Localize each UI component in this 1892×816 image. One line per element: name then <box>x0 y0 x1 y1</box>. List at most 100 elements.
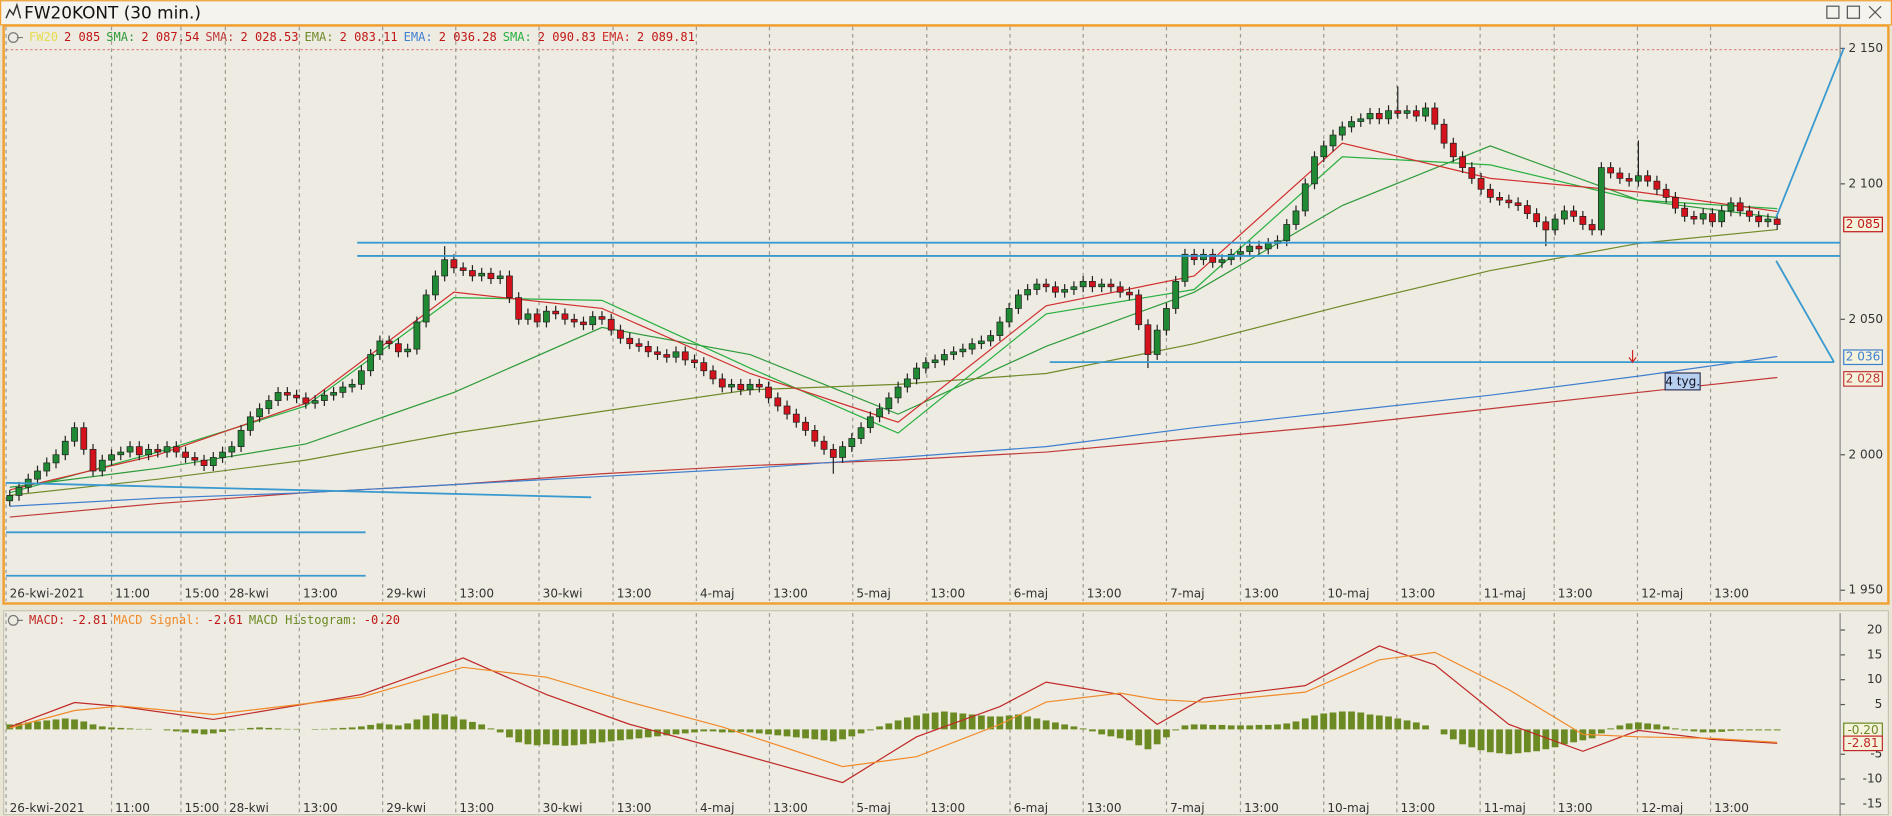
x-tick-label: 13:00 <box>459 586 494 600</box>
x-tick-label: 7-maj <box>1170 586 1204 600</box>
histogram-bar <box>839 729 846 740</box>
candle-body <box>385 340 393 345</box>
candle-body <box>1597 167 1605 231</box>
candle-body <box>765 386 772 399</box>
histogram-bar <box>1597 729 1605 734</box>
histogram-bar <box>1366 714 1374 730</box>
candle-body <box>1079 281 1087 288</box>
candle-body <box>1496 197 1503 201</box>
candle-body <box>1764 218 1772 223</box>
candle-body <box>1505 199 1513 204</box>
candle-body <box>1163 308 1170 331</box>
value-badge <box>1843 735 1883 752</box>
window-buttons[interactable] <box>1826 5 1882 19</box>
candle-body <box>839 446 846 458</box>
candle-body <box>1052 286 1059 293</box>
candle-body <box>728 383 735 388</box>
histogram-bar <box>1227 725 1235 730</box>
candle-body <box>1135 294 1143 326</box>
panel-icon <box>7 615 23 626</box>
minimize-button[interactable] <box>1826 5 1840 19</box>
candle-body <box>515 297 523 320</box>
legend-value: -2.81 <box>71 613 107 627</box>
x-tick-label: 13:00 <box>1714 586 1749 600</box>
candle-body <box>1551 218 1559 231</box>
histogram-bar <box>265 727 273 730</box>
candle-body <box>163 446 171 453</box>
value-badge-label: -2.81 <box>1847 736 1878 750</box>
close-button[interactable] <box>1868 5 1882 19</box>
candle-body <box>996 321 1004 336</box>
histogram-bar <box>950 712 957 730</box>
candle-body <box>172 446 180 453</box>
x-tick-label: 13:00 <box>1714 801 1749 815</box>
x-tick-label: 11:00 <box>115 586 150 600</box>
candle-body <box>182 451 189 458</box>
drawing-tools: 4 tyg. <box>6 48 1845 577</box>
candle-body <box>1209 253 1217 263</box>
candle-body <box>1005 308 1013 323</box>
histogram-bar <box>1163 729 1170 738</box>
candle-body <box>543 310 550 323</box>
histogram-bar <box>820 729 828 741</box>
window-title: FW20KONT (30 min.) <box>24 2 201 22</box>
histogram-bar <box>543 729 550 745</box>
candle-body <box>1672 197 1679 209</box>
indicator-line <box>9 651 1778 768</box>
histogram-bar <box>330 728 337 730</box>
restore-button[interactable] <box>1846 5 1861 19</box>
x-tick-label: 29-kwi <box>386 586 426 600</box>
histogram-bar <box>1736 729 1744 731</box>
candle-body <box>931 359 939 364</box>
candle-body <box>413 321 421 350</box>
x-tick-label: 15:00 <box>185 586 220 600</box>
candle-body <box>607 318 615 331</box>
value-badge <box>1843 349 1883 366</box>
candle-body <box>302 397 310 404</box>
histogram-bar <box>1764 729 1772 731</box>
y-tick-label: 2 000 <box>1849 447 1883 461</box>
legend-name: MACD Signal: <box>114 613 201 627</box>
candle-body <box>1449 142 1457 158</box>
histogram-bar <box>1746 729 1753 731</box>
histogram-bar <box>1274 724 1281 730</box>
candle-body <box>1514 202 1522 206</box>
trend-line <box>1775 260 1835 363</box>
x-tick-label: 13:00 <box>303 801 338 815</box>
x-tick-label: 15:00 <box>185 801 220 815</box>
candle-body <box>1746 210 1753 217</box>
candle-body <box>283 392 291 396</box>
x-tick-label: 11-maj <box>1484 586 1526 600</box>
candle-body <box>1523 205 1531 215</box>
histogram-bar <box>552 729 560 746</box>
histogram-bar <box>34 721 41 730</box>
candle-body <box>746 383 754 391</box>
candle-body <box>524 313 532 320</box>
x-tick-label: 5-maj <box>856 586 890 600</box>
histogram-bar <box>1172 729 1180 731</box>
histogram-bar <box>1015 714 1022 730</box>
candle-body <box>829 448 837 458</box>
histogram-bar <box>691 729 698 733</box>
y-tick-label: -15 <box>1863 796 1883 810</box>
candle-body <box>348 383 356 388</box>
x-tick-label: 13:00 <box>1087 801 1122 815</box>
histogram-bar <box>635 729 643 739</box>
candle-body <box>1625 178 1633 182</box>
candle-body <box>1264 243 1272 250</box>
candle-body <box>950 351 957 355</box>
candle-body <box>1459 156 1466 168</box>
histogram-bar <box>395 725 402 730</box>
candle-body <box>274 392 282 401</box>
legend-value: -2.61 <box>207 613 243 627</box>
y-tick-label: 10 <box>1867 672 1882 686</box>
candle-body <box>755 383 763 388</box>
legend-name: SMA: <box>503 30 532 44</box>
histogram-bar <box>348 727 356 730</box>
candle-body <box>395 343 402 353</box>
candle-body <box>1070 286 1078 290</box>
histogram-bar <box>1042 720 1050 730</box>
candle-body <box>681 351 689 361</box>
x-tick-label: 13:00 <box>773 801 808 815</box>
candle-body <box>1560 210 1568 220</box>
